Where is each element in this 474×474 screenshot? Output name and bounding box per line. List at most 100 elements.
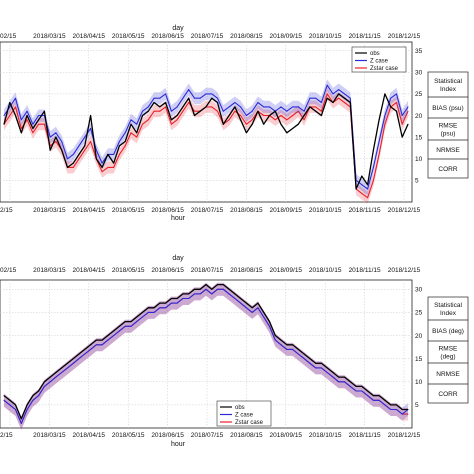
data-point-z-case [3,399,5,401]
data-point-z-case [205,93,207,95]
data-point-zstar-case [361,192,363,194]
data-point-z-case [147,311,149,313]
data-point-z-case [257,307,259,309]
data-point-obs [234,106,236,108]
data-point-obs [194,288,195,290]
data-point-z-case [292,106,294,108]
data-point-zstar-case [367,197,369,199]
data-point-z-case [326,84,328,86]
data-point-z-case [292,348,294,350]
data-point-zstar-case [107,166,109,168]
legend-label: obs [235,405,245,411]
data-point-z-case [205,288,207,290]
data-point-z-case [332,376,334,378]
y-tick-label: 25 [415,91,423,98]
stat-table-cell: RMSE (deg) [439,346,458,361]
bottom-tick-label: 2/15 [0,432,13,439]
data-point-obs [15,115,16,116]
data-point-zstar-case [130,132,132,134]
top-tick-label: 2018/12/15 [388,33,421,40]
data-point-obs [309,106,311,108]
data-point-z-case [107,339,109,341]
stat-table-cell: CORR [438,166,457,173]
series-band-z-case [4,79,408,196]
stat-table: Statistical Index BIAS (deg) RMSE (deg) NRMSE… [427,296,469,404]
data-point-zstar-case [153,110,155,112]
data-point-zstar-case [407,110,409,112]
data-point-z-case [286,110,288,112]
data-point-z-case [378,399,380,401]
data-point-z-case [228,106,230,108]
data-point-z-case [217,97,218,99]
data-point-obs [153,307,155,309]
data-point-z-case [101,344,103,346]
data-point-z-case [211,93,213,95]
data-point-z-case [3,115,5,116]
y-tick-label: 15 [415,356,423,363]
data-point-zstar-case [165,106,167,108]
data-point-zstar-case [188,102,190,103]
data-point-z-case [170,302,172,304]
top-tick-label: 2018/08/15 [230,33,263,40]
data-point-obs [274,335,276,336]
data-point-obs [315,362,317,364]
data-point-obs [251,307,253,309]
data-point-obs [217,284,218,286]
data-point-zstar-case [297,110,299,112]
data-point-zstar-case [407,413,409,415]
data-point-z-case [361,390,363,392]
data-point-obs [309,358,311,360]
data-point-obs [222,123,224,125]
data-point-zstar-case [38,123,40,125]
plot-area [0,279,413,429]
top-tick-label: 2018/07/15 [191,267,224,274]
y-tick-label: 30 [415,287,423,294]
data-point-obs [165,102,167,103]
data-point-zstar-case [378,153,380,155]
data-point-z-case [245,307,247,309]
x-axis-label: hour [171,441,186,448]
data-point-z-case [401,413,403,415]
data-point-z-case [78,358,80,360]
top-tick-label: 2018/11/15 [349,33,381,40]
data-point-obs [101,166,103,168]
data-point-z-case [118,330,120,332]
bottom-tick-label: 2018/07/15 [191,207,224,214]
chart-panel-1: 02/15 2/15 2018/03/15 2018/03/15 2018/04/15 2… [0,25,469,222]
data-point-z-case [222,288,224,290]
data-point-obs [84,145,86,147]
top-tick-label: 2018/03/15 [33,267,66,274]
data-point-zstar-case [43,123,45,125]
data-point-zstar-case [84,149,86,151]
data-point-z-case [165,307,167,309]
data-point-obs [274,110,276,112]
bottom-tick-label: 2018/09/15 [270,207,303,214]
data-point-zstar-case [234,110,236,112]
data-point-zstar-case [101,171,103,173]
data-point-obs [355,385,357,387]
data-point-z-case [320,367,322,369]
data-point-z-case [199,293,201,295]
data-point-z-case [309,97,311,99]
data-point-obs [269,115,270,116]
data-point-z-case [280,344,282,346]
data-point-obs [118,145,120,147]
data-point-zstar-case [142,123,143,125]
top-tick-label: 2018/04/15 [73,267,106,274]
data-point-z-case [234,102,236,103]
data-point-z-case [153,97,155,99]
y-tick-label: 5 [415,178,419,185]
data-point-obs [234,293,236,295]
data-point-zstar-case [228,119,230,121]
top-tick-label: 2018/05/15 [112,267,145,274]
data-point-obs [384,399,386,401]
data-point-z-case [38,395,40,397]
data-point-z-case [384,115,386,116]
data-point-obs [303,353,305,355]
top-tick-label: 2018/09/15 [270,267,303,274]
data-point-zstar-case [396,102,397,103]
data-point-obs [199,110,201,112]
data-point-obs [130,123,132,125]
data-point-obs [378,395,380,397]
data-point-obs [49,149,51,151]
